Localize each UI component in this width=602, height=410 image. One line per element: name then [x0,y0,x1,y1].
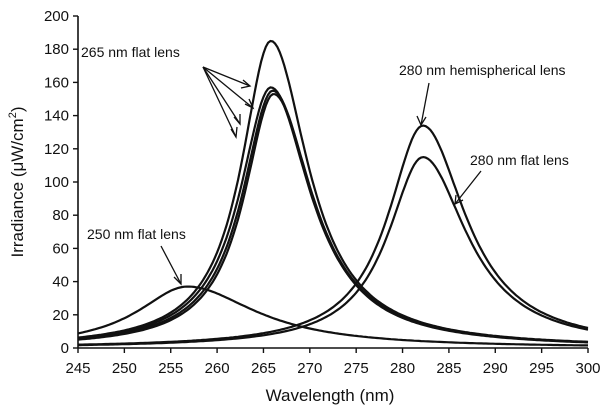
y-tick-label: 60 [52,240,69,257]
y-tick-label: 40 [52,274,69,291]
y-axis-title: Irradiance (μW/cm2) [7,106,27,257]
series-curve-4 [77,89,589,344]
series-curve-7 [78,155,589,347]
arrowhead-280-flat [454,194,464,206]
x-tick-label: 295 [529,360,554,377]
arrow-265-a [202,66,251,87]
y-tick-label: 100 [44,174,69,191]
y-tick-label: 20 [52,307,69,324]
y-tick-label: 160 [44,74,69,91]
x-tick-label: 275 [344,360,369,377]
x-tick-label: 290 [483,360,508,377]
curves-group [77,39,589,347]
annotation-265-flat-lens: 265 nm flat lens [81,44,180,60]
x-ticks-group: 245 250 255 260 265 270 275 280 285 290 295 300 [65,348,601,377]
x-tick-label: 250 [112,360,137,377]
arrowhead-250 [173,274,182,286]
arrow-250 [160,245,182,285]
arrow-280-hemi [420,82,430,126]
x-axis-title: Wavelength (nm) [266,386,395,405]
x-tick-label: 300 [575,360,600,377]
arrow-265-c [202,66,241,125]
arrowhead-280-hemi [416,115,427,127]
series-curve-3 [77,86,589,344]
y-tick-label: 80 [52,207,69,224]
x-tick-label: 245 [65,360,90,377]
y-tick-label: 180 [44,41,69,58]
series-curve-1 [77,285,588,347]
x-tick-label: 280 [390,360,415,377]
y-tick-label: 0 [61,340,69,357]
x-tick-label: 270 [297,360,322,377]
annotation-250-flat-lens: 250 nm flat lens [87,226,186,242]
arrow-280-flat [454,170,482,205]
arrowhead-265-d [230,126,238,139]
x-tick-label: 265 [251,360,276,377]
annotation-280-flat-lens: 280 nm flat lens [470,152,569,168]
x-tick-label: 285 [436,360,461,377]
y-ticks-group: 0 20 40 60 80 100 120 140 160 180 200 [44,8,78,357]
arrowhead-265-c [233,114,241,126]
x-tick-label: 260 [205,360,230,377]
arrowhead-265-a [240,79,252,89]
x-tick-label: 255 [158,360,183,377]
series-curve-5 [77,93,589,344]
annotation-arrows [160,66,482,286]
arrow-265-b [202,66,254,109]
y-tick-label: 200 [44,8,69,25]
arrowhead-265-b [244,98,255,110]
y-tick-label: 120 [44,141,69,158]
y-tick-label: 140 [44,108,69,125]
arrow-265-d [202,66,237,138]
annotation-280-hemispherical-lens: 280 nm hemispherical lens [399,62,566,78]
